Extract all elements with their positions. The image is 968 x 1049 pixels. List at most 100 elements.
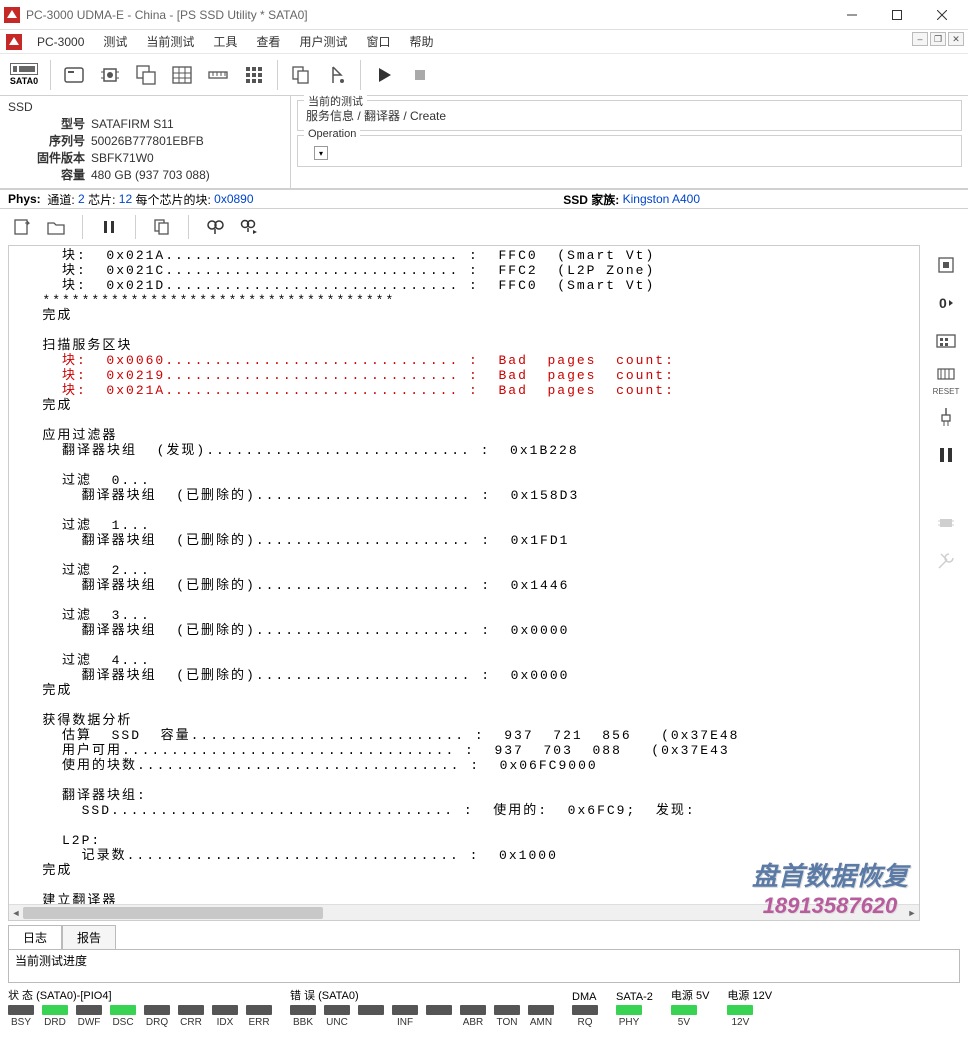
led-label: IDX [217,1017,234,1028]
led-phy: PHY [616,1005,642,1028]
led-label: ABR [463,1017,484,1028]
menu-test[interactable]: 测试 [95,31,135,52]
menu-view[interactable]: 查看 [248,31,288,52]
lt-pause-icon[interactable] [95,213,123,241]
tb-grid-icon[interactable] [237,58,271,92]
status-p5-title: 电源 5V [671,987,710,1003]
led-label: TON [497,1017,518,1028]
tab-log[interactable]: 日志 [8,925,62,949]
menu-user-test[interactable]: 用户测试 [291,31,355,52]
menu-brand[interactable]: PC-3000 [29,33,92,51]
log-scrollbar[interactable]: ◄ ► [9,904,919,920]
st-pause-icon[interactable] [932,441,960,469]
operation-dropdown[interactable]: ▾ [314,146,328,160]
scroll-left-icon[interactable]: ◄ [9,905,23,921]
led-label: BBK [293,1017,313,1028]
tb-stop-button[interactable] [403,58,437,92]
menu-current-test[interactable]: 当前测试 [138,31,202,52]
led-drq: DRQ [144,1005,170,1028]
tb-run-icon[interactable] [320,58,354,92]
led-indicator [671,1005,697,1015]
menu-help[interactable]: 帮助 [401,31,441,52]
led-indicator [494,1005,520,1015]
app-small-icon [6,34,22,50]
close-button[interactable] [919,1,964,29]
tb-layers-icon[interactable] [129,58,163,92]
status-err-title: 错 误 (SATA0) [290,987,554,1003]
channels-label: 通道: [47,191,74,208]
led-indicator [324,1005,350,1015]
toolbar-sep [360,60,361,90]
lt-copy-icon[interactable] [148,213,176,241]
lt-find-next-icon[interactable] [235,213,263,241]
ssd-panel: SSD 型号SATAFIRM S11 序列号50026B777801EBFB 固… [0,96,290,188]
tb-card-icon[interactable] [57,58,91,92]
right-panel: 当前的测试 服务信息 / 翻译器 / Create Operation ▾ [290,96,968,188]
st-tools-icon[interactable] [932,547,960,575]
led-indicator [246,1005,272,1015]
led-label: DSC [112,1017,133,1028]
status-state-group: 状 态 (SATA0)-[PIO4] BSYDRDDWFDSCDRQCRRIDX… [8,987,272,1028]
scroll-right-icon[interactable]: ► [905,905,919,921]
mdi-close-button[interactable]: ✕ [948,32,964,46]
tb-play-button[interactable] [367,58,401,92]
led-indicator [76,1005,102,1015]
menu-window[interactable]: 窗口 [358,31,398,52]
tab-report[interactable]: 报告 [62,925,116,949]
log-text[interactable]: 块: 0x021A.............................. … [9,246,919,904]
menu-tools[interactable]: 工具 [205,31,245,52]
st-chip-icon[interactable] [932,251,960,279]
st-chip2-icon[interactable] [932,509,960,537]
led-indicator [727,1005,753,1015]
info-area: SSD 型号SATAFIRM S11 序列号50026B777801EBFB 固… [0,96,968,189]
led-unc: UNC [324,1005,350,1028]
tb-ruler-icon[interactable] [201,58,235,92]
tb-copy-icon[interactable] [284,58,318,92]
st-probe-icon[interactable] [932,403,960,431]
led-label: DRD [44,1017,66,1028]
model-label: 型号 [16,116,91,133]
ssd-header: SSD [8,100,282,114]
log-area: 块: 0x021A.............................. … [8,245,920,921]
led-abr: ABR [460,1005,486,1028]
chips-value: 12 [119,192,132,206]
led-label: UNC [326,1017,348,1028]
serial-label: 序列号 [16,133,91,150]
maximize-button[interactable] [874,1,919,29]
channels-value: 2 [78,192,85,206]
log-toolbar [0,209,968,245]
led-indicator [616,1005,642,1015]
status-dma-group: DMA RQ [572,991,598,1028]
scroll-thumb[interactable] [23,907,323,919]
toolbar-sep [277,60,278,90]
lt-new-icon[interactable] [8,213,36,241]
led-label: AMN [530,1017,552,1028]
lt-find-icon[interactable] [201,213,229,241]
status-err-group: 错 误 (SATA0) BBKUNCINFABRTONAMN [290,987,554,1028]
capacity-label: 容量 [16,167,91,184]
tb-chip-icon[interactable] [93,58,127,92]
status-dma-title: DMA [572,991,598,1003]
tb-table-icon[interactable] [165,58,199,92]
led-label: BSY [11,1017,31,1028]
led-label: CRR [180,1017,202,1028]
window-title: PC-3000 UDMA-E - China - [PS SSD Utility… [26,8,829,22]
st-board-icon[interactable] [932,327,960,355]
lt-open-icon[interactable] [42,213,70,241]
fw-value: SBFK71W0 [91,150,154,167]
led-crr: CRR [178,1005,204,1028]
log-toolbar-sep [188,215,189,239]
log-toolbar-sep [135,215,136,239]
minimize-button[interactable] [829,1,874,29]
st-zero-icon[interactable]: 0 [932,289,960,317]
led-indicator [290,1005,316,1015]
led-bsy: BSY [8,1005,34,1028]
status-p12-title: 电源 12V [727,987,772,1003]
sata-port-button[interactable]: SATA0 [4,58,44,92]
led-indicator [212,1005,238,1015]
toolbar-sep [50,60,51,90]
mdi-minimize-button[interactable]: ‒ [912,32,928,46]
fw-label: 固件版本 [16,150,91,167]
mdi-restore-button[interactable]: ❐ [930,32,946,46]
st-reset-icon[interactable]: RESET [932,365,960,393]
